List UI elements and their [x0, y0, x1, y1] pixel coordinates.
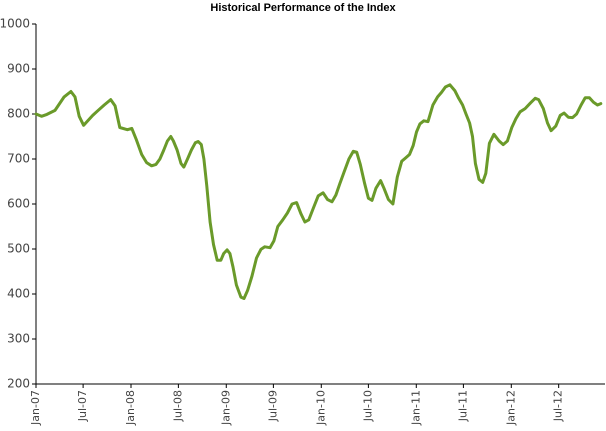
- y-tick-label: 1000: [0, 17, 30, 31]
- x-tick-label: Jan-08: [124, 390, 137, 426]
- y-tick-label: 600: [7, 197, 30, 211]
- x-tick-label: Jul-09: [266, 390, 279, 422]
- x-tick-label: Jul-10: [361, 390, 374, 422]
- x-tick-label: Jul-12: [552, 390, 565, 422]
- x-tick-label: Jul-11: [456, 390, 469, 422]
- x-tick-label: Jan-11: [409, 390, 422, 426]
- y-tick-label: 700: [7, 152, 30, 166]
- x-tick-label: Jan-10: [314, 390, 327, 426]
- y-axis: 200 300 400 500 600 700 800 900 1000: [0, 17, 37, 391]
- y-tick-label: 400: [7, 287, 30, 301]
- x-tick-label: Jul-08: [171, 390, 184, 422]
- y-tick-label: 300: [7, 332, 30, 346]
- y-tick-label: 200: [7, 377, 30, 391]
- chart-title: Historical Performance of the Index: [210, 2, 396, 14]
- x-tick-label: Jul-07: [76, 390, 89, 422]
- x-tick-label: Jan-12: [504, 390, 517, 426]
- index-series-line: [34, 83, 603, 300]
- x-axis: Jan-07 Jul-07 Jan-08 Jul-08 Jan-09 Jul-09 Jan-…: [29, 383, 605, 426]
- y-tick-label: 900: [7, 62, 30, 76]
- x-tick-label: Jan-09: [219, 390, 232, 426]
- x-tick-label: Jan-07: [29, 390, 42, 426]
- y-tick-label: 800: [7, 107, 30, 121]
- y-tick-label: 500: [7, 242, 30, 256]
